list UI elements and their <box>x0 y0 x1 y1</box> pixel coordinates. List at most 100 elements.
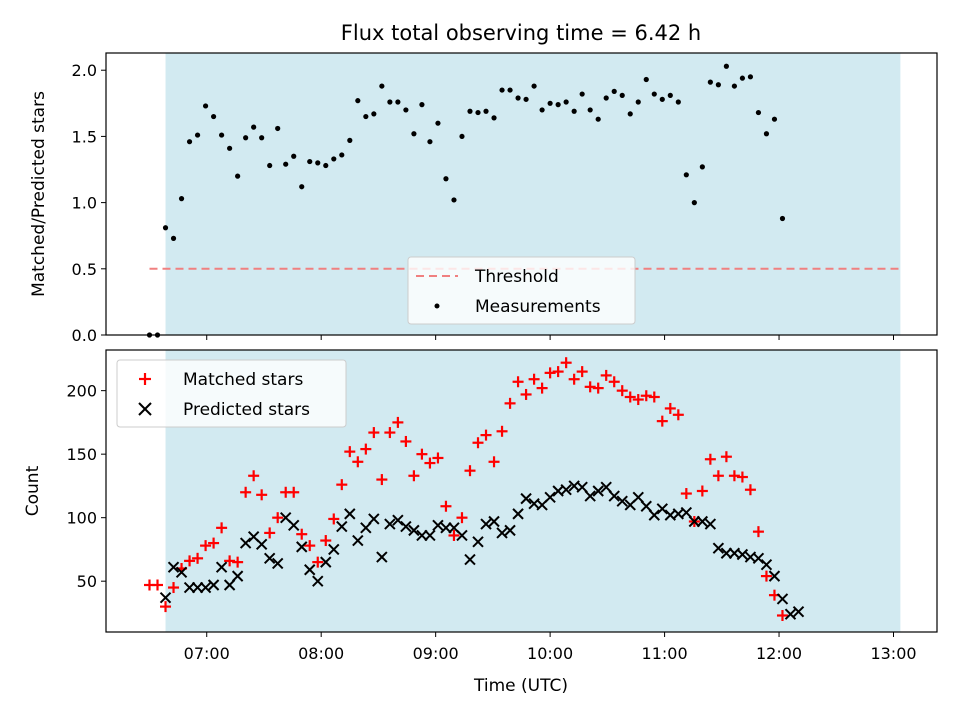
measurement-point <box>363 113 369 120</box>
matched-stars-point <box>496 425 508 437</box>
measurement-point <box>419 102 425 108</box>
measurement-point <box>771 116 778 122</box>
matched-stars-point <box>656 415 668 427</box>
matched-stars-point <box>632 394 644 406</box>
predicted-stars-point <box>456 529 468 542</box>
predicted-stars-point <box>792 605 805 618</box>
predicted-stars-point <box>159 591 172 604</box>
matched-stars-point <box>568 373 580 385</box>
legend-matched-label: Matched stars <box>183 370 303 390</box>
ratio-panel-y-ticks: 0.0 0.5 1.0 1.5 2.0 <box>72 61 106 345</box>
matched-stars-point <box>752 526 764 538</box>
matched-stars-point <box>744 484 756 496</box>
matched-stars-point <box>392 416 404 428</box>
predicted-stars-point <box>480 518 492 530</box>
predicted-stars-point <box>400 520 412 533</box>
matched-stars-point <box>160 601 172 613</box>
measurement-point <box>643 76 649 83</box>
predicted-stars-point <box>432 519 444 532</box>
measurement-point <box>779 215 786 222</box>
x-tick-label: 09:00 <box>413 644 459 663</box>
measurement-point <box>683 172 689 178</box>
matched-stars-point <box>272 512 284 524</box>
predicted-stars-point <box>352 534 364 547</box>
matched-stars-point <box>488 456 500 468</box>
measurement-point <box>379 83 385 89</box>
measurement-point <box>267 162 273 169</box>
measurement-point <box>571 108 577 114</box>
predicted-stars-point <box>768 570 781 582</box>
measurement-point <box>723 63 729 69</box>
predicted-stars-point <box>608 490 620 502</box>
predicted-stars-point <box>255 538 268 551</box>
predicted-stars-point <box>344 508 356 520</box>
measurement-point <box>659 96 665 102</box>
count-panel-y-ticks: 50 100 150 200 <box>66 382 106 591</box>
matched-stars-point <box>664 402 676 414</box>
measurement-point <box>627 111 633 117</box>
matched-stars-point <box>672 409 684 421</box>
measurement-point <box>635 99 641 105</box>
measurement-point <box>667 92 673 98</box>
matched-stars-point <box>416 448 428 460</box>
legend-predicted-label: Predicted stars <box>183 400 310 420</box>
matched-stars-point <box>544 367 556 379</box>
predicted-stars-point <box>223 579 236 591</box>
predicted-stars-point <box>320 556 332 568</box>
measurement-point <box>170 235 177 241</box>
measurement-point <box>259 135 265 141</box>
matched-stars-point <box>424 457 436 469</box>
x-tick-label: 08:00 <box>298 644 344 663</box>
measurement-point <box>595 116 601 122</box>
measurement-point <box>467 108 473 114</box>
matched-stars-point <box>336 479 348 491</box>
measurement-point <box>451 197 457 203</box>
matched-stars-point <box>536 382 548 394</box>
predicted-stars-point <box>632 491 644 504</box>
measurement-point <box>523 96 529 102</box>
measurement-point <box>587 107 593 113</box>
predicted-stars-point <box>496 527 508 539</box>
matched-stars-point <box>720 451 732 463</box>
matched-stars-point <box>200 540 212 552</box>
measurement-point <box>699 164 705 170</box>
measurement-point <box>178 196 185 202</box>
measurement-point <box>675 99 681 105</box>
chart-title: Flux total observing time = 6.42 h <box>341 21 701 45</box>
predicted-stars-point <box>736 548 749 561</box>
matched-stars-point <box>248 470 260 482</box>
matched-stars-point <box>224 555 236 567</box>
measurement-point <box>579 91 585 97</box>
matched-stars-point <box>472 437 484 449</box>
matched-stars-series <box>143 357 788 621</box>
measurement-point <box>555 102 561 108</box>
y-tick-label: 50 <box>77 572 97 591</box>
measurement-point <box>162 225 169 231</box>
legend-measurements-label: Measurements <box>475 297 601 317</box>
measurement-point <box>283 161 289 167</box>
count-panel-x-ticks: 07:00 08:00 09:00 10:00 11:00 12:00 13:00 <box>184 632 917 663</box>
predicted-stars-point <box>464 553 476 566</box>
measurement-point <box>355 98 361 104</box>
predicted-stars-point <box>776 593 789 605</box>
matched-stars-point <box>400 435 412 447</box>
matched-stars-point <box>528 373 540 385</box>
predicted-stars-point <box>712 542 725 554</box>
measurement-point <box>387 99 393 105</box>
matched-stars-point <box>680 488 692 500</box>
matched-stars-point <box>552 366 564 378</box>
measurement-point <box>619 92 625 98</box>
measurement-point <box>202 103 209 109</box>
ratio-panel-legend-box <box>407 256 636 325</box>
predicted-stars-series <box>159 480 805 620</box>
measurement-point <box>323 162 329 169</box>
matched-stars-point <box>448 529 460 541</box>
predicted-stars-point <box>304 564 316 576</box>
matched-stars-point <box>432 452 444 464</box>
predicted-stars-point <box>592 485 604 497</box>
matched-stars-point <box>232 556 244 568</box>
measurement-point <box>651 91 657 97</box>
matched-stars-point <box>584 381 596 393</box>
measurement-point <box>243 135 249 141</box>
matched-stars-point <box>512 376 524 388</box>
